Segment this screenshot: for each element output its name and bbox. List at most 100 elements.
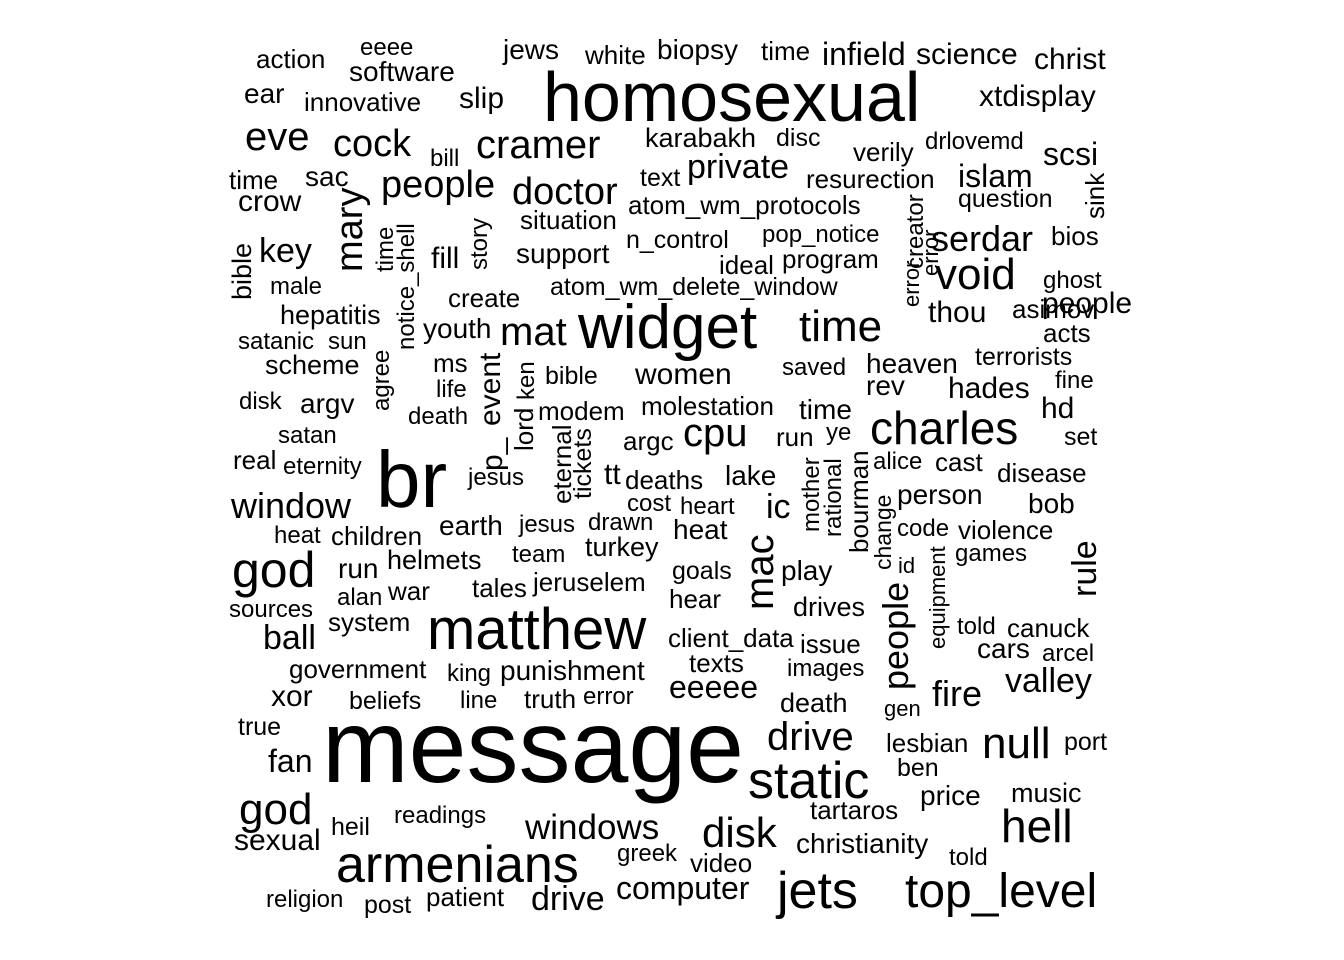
cloud-word: person	[897, 479, 983, 510]
cloud-word: modem	[538, 396, 625, 426]
cloud-word: molestation	[641, 391, 774, 421]
cloud-word: tt	[604, 458, 621, 491]
cloud-word: disk	[239, 388, 282, 415]
cloud-word: bill	[430, 145, 460, 172]
cloud-word: cock	[333, 123, 412, 165]
cloud-word: hear	[669, 584, 722, 614]
cloud-word: rational	[820, 458, 847, 537]
cloud-word: argc	[623, 426, 674, 456]
cloud-word: readings	[394, 802, 487, 829]
cloud-word: run	[338, 553, 379, 584]
cloud-word: heaven	[866, 348, 958, 379]
cloud-word: error	[583, 683, 634, 710]
cloud-word: verily	[853, 137, 914, 167]
cloud-word: life	[436, 376, 467, 403]
cloud-word: alan	[337, 584, 383, 611]
cloud-word: price	[920, 780, 981, 811]
cloud-word: resurection	[806, 164, 935, 194]
cloud-word: fire	[932, 673, 983, 714]
cloud-word: client_data	[668, 623, 794, 653]
cloud-word: rule	[1066, 540, 1104, 597]
cloud-word: line	[460, 687, 498, 714]
cloud-word: window	[231, 485, 352, 526]
cloud-word: drive	[767, 715, 854, 759]
cloud-word: tartaros	[810, 795, 899, 825]
cloud-word: punishment	[500, 655, 645, 686]
cloud-word: disease	[997, 458, 1087, 488]
cloud-word: time	[761, 36, 811, 66]
cloud-word: null	[982, 719, 1051, 768]
cloud-word: youth	[423, 313, 492, 344]
cloud-word: issue	[800, 629, 861, 659]
cloud-word: cost	[627, 490, 672, 517]
cloud-word: true	[238, 713, 282, 741]
cloud-word: lord	[509, 407, 539, 451]
cloud-word: acts	[1043, 318, 1091, 348]
cloud-word: turkey	[585, 532, 659, 562]
cloud-word: rev	[866, 370, 905, 401]
cloud-word: xtdisplay	[979, 80, 1096, 113]
cloud-word: cars	[977, 633, 1030, 664]
cloud-word: god	[232, 542, 316, 598]
cloud-word: disc	[776, 124, 821, 152]
cloud-word: matthew	[427, 597, 647, 662]
cloud-word: run	[776, 422, 814, 452]
cloud-word: texts	[689, 648, 744, 678]
cloud-word: set	[1064, 423, 1098, 451]
cloud-word: port	[1064, 728, 1108, 756]
cloud-word: bob	[1028, 488, 1075, 519]
cloud-word: sink	[1080, 172, 1110, 219]
cloud-word: told	[949, 844, 988, 871]
cloud-word: system	[328, 607, 411, 637]
cloud-word: drives	[793, 592, 866, 622]
cloud-word: agree	[368, 349, 395, 411]
cloud-word: private	[687, 148, 790, 186]
cloud-word: sources	[229, 596, 314, 623]
cloud-word: fan	[268, 743, 313, 779]
cloud-word: death	[780, 688, 848, 718]
cloud-word: ideal	[719, 250, 774, 280]
cloud-word: bible	[545, 362, 598, 390]
cloud-word: death	[408, 403, 469, 430]
cloud-word: islam	[958, 158, 1033, 194]
cloud-word: jeruselem	[533, 567, 646, 597]
cloud-word: br	[376, 435, 448, 524]
cloud-word: mac	[738, 534, 782, 610]
cloud-word: ear	[244, 78, 285, 109]
cloud-word: atom_wm_delete_window	[550, 273, 838, 301]
cloud-word: doctor	[512, 171, 618, 213]
cloud-word: disk	[702, 809, 777, 856]
cloud-word: top_level	[905, 865, 1098, 918]
cloud-word: sexual	[234, 824, 321, 857]
cloud-word: lake	[725, 460, 777, 491]
cloud-word: helmets	[387, 545, 482, 575]
cloud-word: ye	[826, 419, 852, 446]
cloud-word: drlovemd	[925, 128, 1024, 155]
cloud-word: fill	[431, 242, 460, 275]
cloud-word: time	[229, 165, 279, 195]
cloud-word: christ	[1034, 43, 1106, 76]
cloud-word: serdar	[931, 218, 1034, 259]
cloud-word: homosexual	[543, 58, 921, 136]
cloud-word: biopsy	[657, 34, 738, 65]
cloud-word: team	[512, 541, 566, 568]
cloud-word: void	[935, 250, 1016, 299]
cloud-word: religion	[266, 886, 344, 913]
cloud-word: mat	[500, 310, 567, 354]
cloud-word: people	[1042, 287, 1133, 320]
cloud-word: jets	[777, 862, 858, 920]
cloud-word: scheme	[265, 350, 360, 380]
cloud-word: program	[782, 244, 879, 274]
cloud-word: heil	[331, 813, 370, 841]
cloud-word: real	[233, 445, 277, 475]
cloud-word: arcel	[1042, 640, 1095, 667]
cloud-word: post	[364, 891, 412, 919]
cloud-word: video	[690, 848, 753, 878]
cloud-word: code	[897, 515, 950, 542]
cloud-word: bourman	[844, 450, 874, 553]
cloud-word: mary	[329, 187, 371, 272]
cloud-word: ms	[433, 348, 468, 378]
cloud-word: notice_shell	[393, 223, 420, 350]
cloud-word: told	[957, 613, 996, 640]
cloud-word: n_control	[626, 226, 729, 254]
